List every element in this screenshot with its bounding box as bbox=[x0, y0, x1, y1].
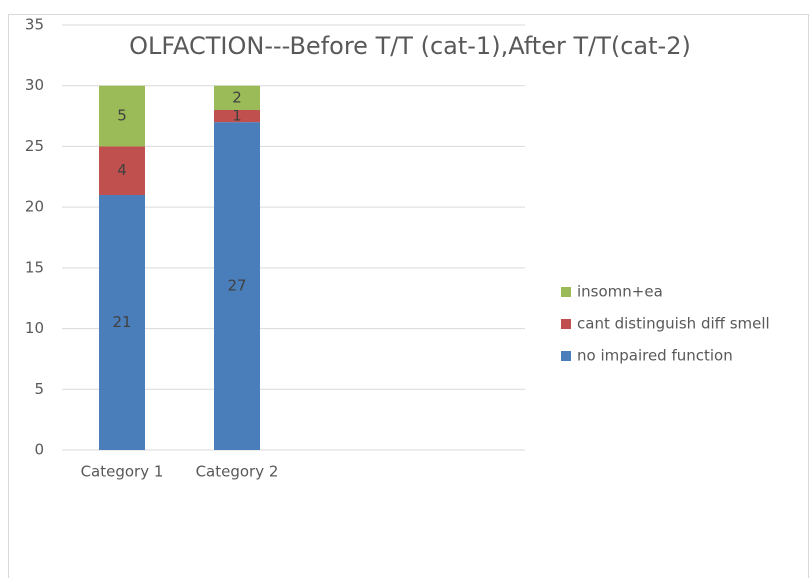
legend-swatch bbox=[561, 287, 571, 297]
y-tick-label: 30 bbox=[25, 76, 44, 94]
data-label: 27 bbox=[227, 277, 246, 295]
data-label: 21 bbox=[112, 313, 131, 331]
bar-segment bbox=[99, 85, 145, 147]
data-label: 1 bbox=[232, 107, 242, 125]
y-tick-label: 25 bbox=[25, 137, 44, 155]
y-tick-label: 20 bbox=[25, 198, 44, 216]
legend-swatch bbox=[561, 319, 571, 329]
legend-label: cant distinguish diff smell bbox=[577, 315, 770, 333]
legend-label: insomn+ea bbox=[577, 283, 663, 301]
bar-segment bbox=[99, 146, 145, 195]
bar-segment bbox=[99, 195, 145, 450]
y-tick-label: 0 bbox=[34, 441, 44, 459]
data-label: 5 bbox=[117, 107, 127, 125]
legend-swatch bbox=[561, 351, 571, 361]
data-label: 2 bbox=[232, 88, 242, 106]
bar-segment bbox=[214, 85, 260, 110]
x-tick-label: Category 2 bbox=[196, 463, 279, 481]
y-tick-label: 35 bbox=[25, 16, 44, 34]
y-tick-label: 15 bbox=[25, 258, 44, 276]
data-label: 4 bbox=[117, 161, 127, 179]
legend-label: no impaired function bbox=[577, 347, 733, 365]
x-tick-label: Category 1 bbox=[81, 463, 164, 481]
y-tick-label: 10 bbox=[25, 319, 44, 337]
bar-segment bbox=[214, 122, 260, 451]
chart-title: OLFACTION---Before T/T (cat-1),After T/T… bbox=[129, 32, 691, 60]
bar-segment bbox=[214, 110, 260, 123]
y-tick-label: 5 bbox=[34, 380, 44, 398]
